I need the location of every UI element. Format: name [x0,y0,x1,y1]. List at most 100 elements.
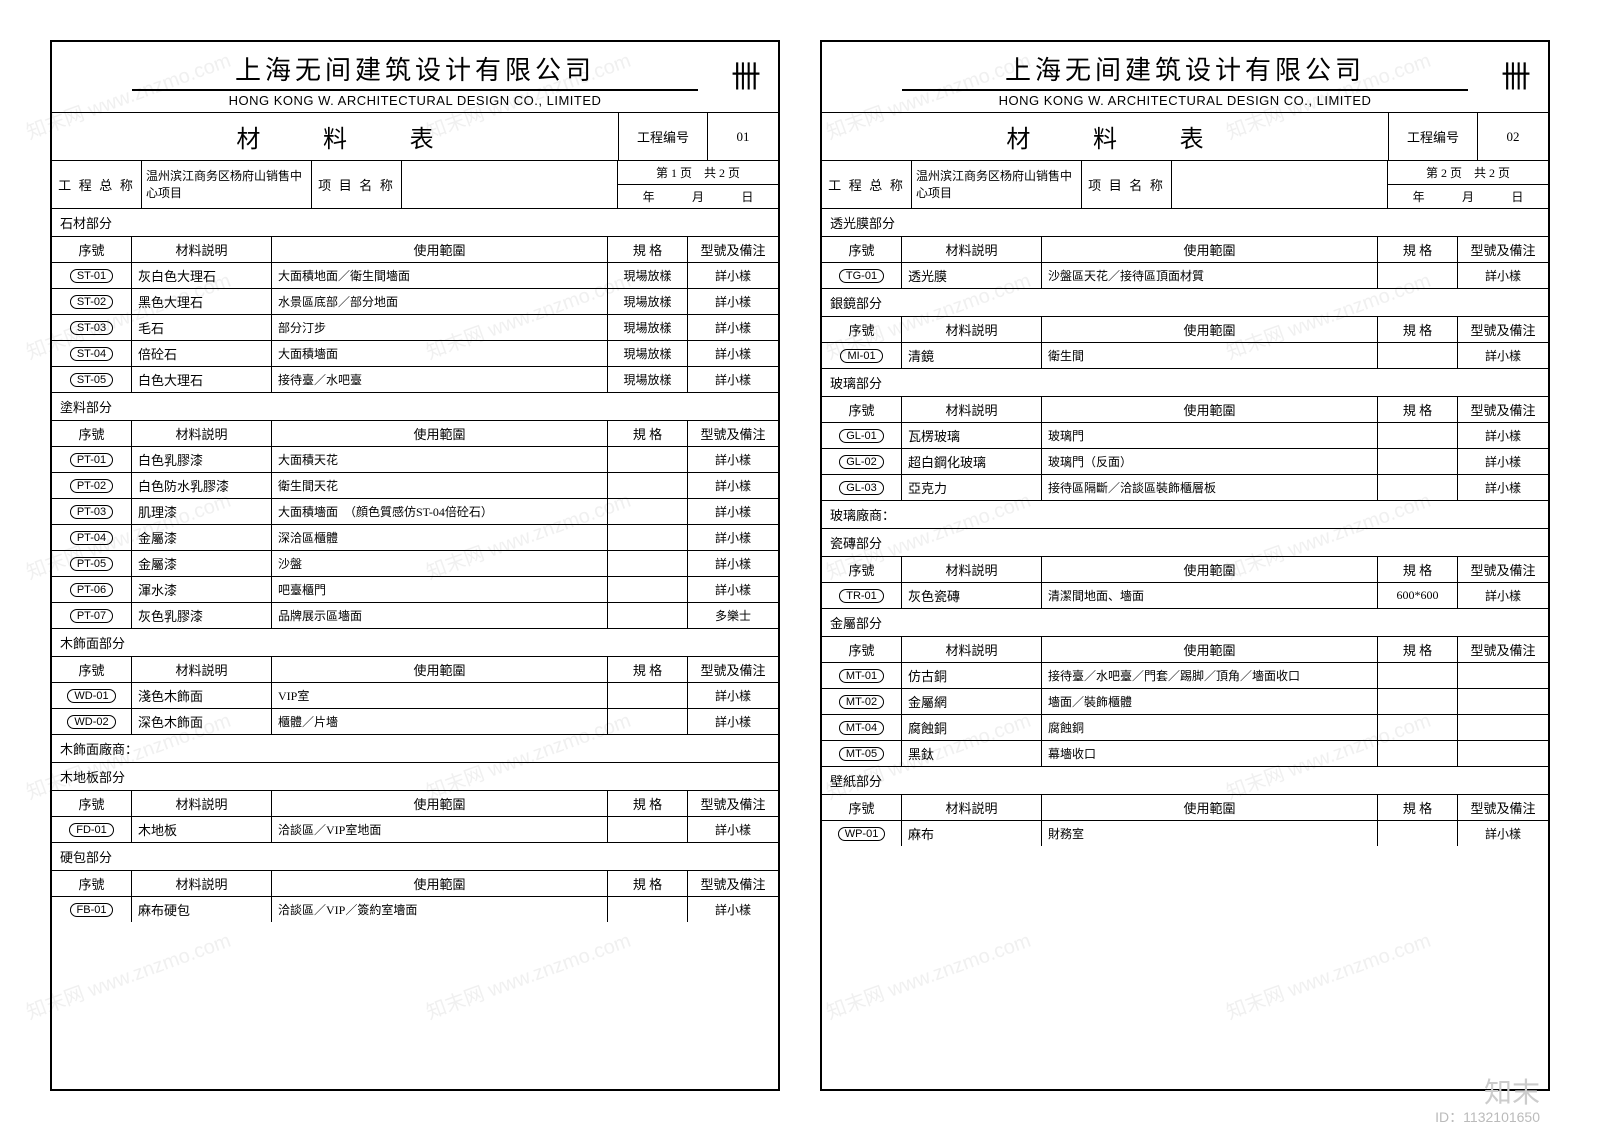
material-remark-cell: 詳小樣 [688,525,778,550]
date-row: 年月日 [618,185,778,208]
material-code-cell: TR-01 [822,583,902,608]
material-usage-cell: 沙盤區天花／接待區頂面材質 [1042,263,1378,288]
col-material: 材料説明 [132,791,272,816]
material-spec-cell [1378,663,1458,688]
material-code-badge: PT-03 [70,505,113,519]
col-remark: 型號及備注 [1458,637,1548,662]
material-code-badge: PT-02 [70,479,113,493]
material-row: MT-02金屬網墻面／裝飾櫃體 [822,688,1548,714]
project-sub-name-label: 项 目 名 称 [312,161,402,208]
material-name-cell: 超白鋼化玻璃 [902,449,1042,474]
material-code-badge: PT-01 [70,453,113,467]
material-code-cell: TG-01 [822,263,902,288]
material-code-badge: PT-06 [70,583,113,597]
material-name-cell: 金屬漆 [132,525,272,550]
col-number: 序號 [52,237,132,262]
material-code-cell: PT-03 [52,499,132,524]
col-material: 材料説明 [132,657,272,682]
section-header: 木地板部分 [52,762,778,790]
material-remark-cell: 詳小樣 [688,709,778,734]
material-name-cell: 淺色木飾面 [132,683,272,708]
col-usage: 使用範圍 [272,657,608,682]
material-code-badge: GL-03 [839,481,884,495]
material-row: ST-01灰白色大理石大面積地面／衛生間墻面現場放樣詳小樣 [52,262,778,288]
col-material: 材料説明 [902,317,1042,342]
col-material: 材料説明 [902,237,1042,262]
col-remark: 型號及備注 [1458,237,1548,262]
material-code-cell: PT-01 [52,447,132,472]
project-full-name-value: 温州滨江商务区杨府山销售中心项目 [912,161,1082,208]
material-remark-cell [1458,715,1548,740]
material-code-cell: MT-01 [822,663,902,688]
date-row: 年月日 [1388,185,1548,208]
col-number: 序號 [52,791,132,816]
material-spec-cell [1378,343,1458,368]
material-code-cell: ST-03 [52,315,132,340]
material-remark-cell: 詳小樣 [688,817,778,842]
material-name-cell: 灰色瓷磚 [902,583,1042,608]
column-header-row: 序號材料説明使用範圍規 格型號及備注 [822,636,1548,662]
material-remark-cell: 詳小樣 [688,367,778,392]
material-remark-cell: 詳小樣 [1458,475,1548,500]
material-usage-cell: 腐蝕銅 [1042,715,1378,740]
material-name-cell: 麻布 [902,821,1042,846]
material-code-badge: PT-07 [70,609,113,623]
col-usage: 使用範圍 [1042,397,1378,422]
material-usage-cell: 洽談區／VIP／簽約室墻面 [272,897,608,922]
material-name-cell: 黑色大理石 [132,289,272,314]
material-code-badge: MI-01 [840,349,882,363]
col-number: 序號 [822,637,902,662]
material-remark-cell: 多樂士 [688,603,778,628]
project-full-name-label: 工 程 总 称 [822,161,912,208]
material-code-cell: GL-01 [822,423,902,448]
col-remark: 型號及備注 [688,791,778,816]
material-code-cell: FB-01 [52,897,132,922]
material-usage-cell: 玻璃門（反面） [1042,449,1378,474]
material-name-cell: 白色防水乳膠漆 [132,473,272,498]
material-code-badge: FB-01 [70,903,114,917]
col-usage: 使用範圍 [272,237,608,262]
material-code-cell: PT-05 [52,551,132,576]
column-header-row: 序號材料説明使用範圍規 格型號及備注 [52,656,778,682]
col-remark: 型號及備注 [688,237,778,262]
material-code-cell: GL-03 [822,475,902,500]
col-material: 材料説明 [132,421,272,446]
material-code-badge: TG-01 [839,269,884,283]
material-usage-cell: 部分汀步 [272,315,608,340]
column-header-row: 序號材料説明使用範圍規 格型號及備注 [52,420,778,446]
material-remark-cell: 詳小樣 [1458,821,1548,846]
material-code-cell: ST-04 [52,341,132,366]
col-number: 序號 [52,657,132,682]
material-code-badge: TR-01 [839,589,884,603]
section-header: 塗料部分 [52,392,778,420]
material-remark-cell: 詳小樣 [688,499,778,524]
material-spec-cell [1378,263,1458,288]
material-spec-cell [1378,821,1458,846]
material-code-badge: WD-01 [67,689,115,703]
material-remark-cell: 詳小樣 [688,683,778,708]
watermark-id: ID：1132101650 [1435,1107,1540,1127]
material-row: MT-01仿古銅接待臺／水吧臺／門套／踢脚／頂角／墻面收口 [822,662,1548,688]
col-spec: 規 格 [608,791,688,816]
material-row: TG-01透光膜沙盤區天花／接待區頂面材質詳小樣 [822,262,1548,288]
col-usage: 使用範圍 [1042,557,1378,582]
company-name-en: HONG KONG W. ARCHITECTURAL DESIGN CO., L… [72,93,758,108]
material-usage-cell: 墻面／裝飾櫃體 [1042,689,1378,714]
material-name-cell: 毛石 [132,315,272,340]
col-number: 序號 [822,795,902,820]
material-row: FD-01木地板洽談區／VIP室地面詳小樣 [52,816,778,842]
material-row: MI-01清鏡衛生間詳小樣 [822,342,1548,368]
material-name-cell: 渾水漆 [132,577,272,602]
company-logo-icon: 卌 [1501,52,1528,96]
material-code-badge: ST-04 [70,347,113,361]
section-header: 銀鏡部分 [822,288,1548,316]
col-remark: 型號及備注 [1458,557,1548,582]
project-code-label: 工程编号 [619,113,708,160]
col-spec: 規 格 [608,871,688,896]
material-code-cell: WD-02 [52,709,132,734]
material-row: WP-01麻布財務室詳小樣 [822,820,1548,846]
material-spec-cell [608,709,688,734]
material-remark-cell: 詳小樣 [688,263,778,288]
col-usage: 使用範圍 [1042,237,1378,262]
sheet-header: 上海无间建筑设计有限公司HONG KONG W. ARCHITECTURAL D… [52,42,778,112]
